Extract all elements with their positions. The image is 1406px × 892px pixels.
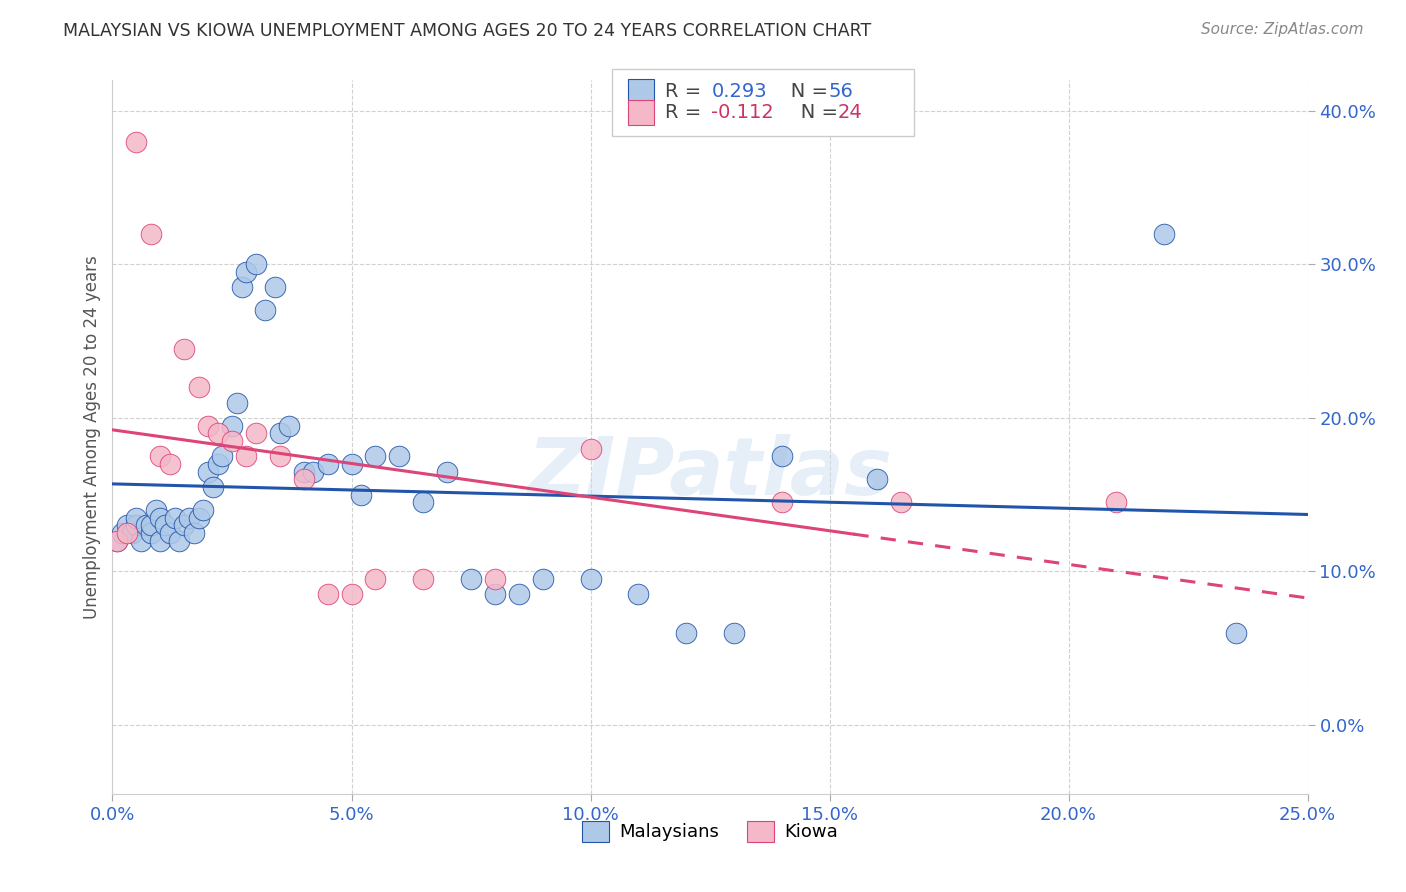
Point [436,465,458,479]
Point [139,526,162,541]
Point [193,503,215,517]
Point [197,418,219,433]
Point [364,572,387,586]
Point [388,450,411,464]
Point [460,572,482,586]
Point [508,587,530,601]
Point [211,450,233,464]
Legend: Malaysians, Kiowa: Malaysians, Kiowa [575,814,845,849]
Point [412,495,434,509]
Point [111,526,134,541]
Point [221,418,243,433]
Point [139,518,162,533]
Point [125,518,148,533]
Point [890,495,912,509]
Point [235,265,257,279]
Point [231,280,253,294]
Point [115,526,138,541]
Point [340,587,363,601]
Point [254,303,277,318]
Point [207,426,229,441]
Point [159,457,181,471]
Point [187,510,209,524]
Text: MALAYSIAN VS KIOWA UNEMPLOYMENT AMONG AGES 20 TO 24 YEARS CORRELATION CHART: MALAYSIAN VS KIOWA UNEMPLOYMENT AMONG AG… [63,22,872,40]
Point [484,572,506,586]
Point [105,533,128,548]
Point [245,257,267,271]
Point [225,395,247,409]
Text: N =: N = [782,103,844,122]
Text: 56: 56 [828,82,853,102]
Point [121,526,143,541]
Point [531,572,554,586]
Point [221,434,243,448]
Point [207,457,229,471]
Text: R =: R = [665,103,707,122]
Point [197,465,219,479]
Point [412,572,434,586]
Point [235,450,257,464]
Point [135,518,157,533]
Point [316,457,339,471]
Point [159,526,181,541]
Point [105,533,128,548]
Point [153,518,176,533]
Point [364,450,387,464]
Point [316,587,339,601]
Point [183,526,205,541]
Point [1105,495,1128,509]
Point [173,518,195,533]
Point [579,572,602,586]
Point [292,472,315,486]
Point [1153,227,1175,241]
Text: -0.112: -0.112 [711,103,775,122]
Text: Source: ZipAtlas.com: Source: ZipAtlas.com [1201,22,1364,37]
Point [163,510,186,524]
Point [187,380,209,394]
Point [145,503,167,517]
Text: 0.293: 0.293 [711,82,768,102]
Point [1225,625,1247,640]
Point [770,495,793,509]
Point [675,625,697,640]
Point [169,533,191,548]
Point [139,227,162,241]
Point [149,533,172,548]
Text: R =: R = [665,82,707,102]
Point [292,465,315,479]
Point [350,488,373,502]
Point [173,342,195,356]
Point [115,518,138,533]
Point [269,426,291,441]
Point [770,450,793,464]
Text: ZIPatlas: ZIPatlas [527,434,893,512]
Point [129,533,152,548]
Text: 24: 24 [838,103,863,122]
Point [579,442,602,456]
Point [149,450,172,464]
Point [125,135,148,149]
Point [484,587,506,601]
Point [866,472,889,486]
Point [177,510,200,524]
Point [264,280,287,294]
Point [723,625,745,640]
Point [201,480,224,494]
Point [125,510,148,524]
Point [269,450,291,464]
Point [340,457,363,471]
Point [627,587,650,601]
Text: N =: N = [772,82,834,102]
Y-axis label: Unemployment Among Ages 20 to 24 years: Unemployment Among Ages 20 to 24 years [83,255,101,619]
Point [149,510,172,524]
Point [278,418,301,433]
Point [302,465,325,479]
Point [245,426,267,441]
